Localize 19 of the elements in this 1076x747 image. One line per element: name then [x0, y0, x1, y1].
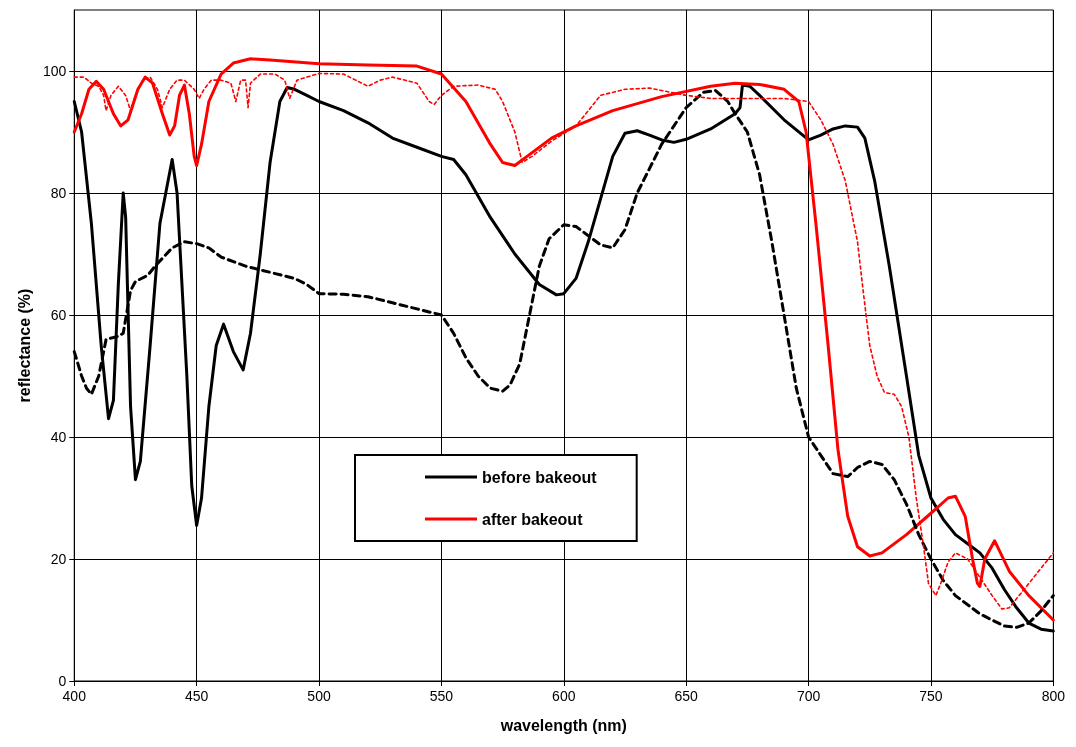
legend-label: before bakeout: [482, 468, 598, 486]
x-tick-label: 750: [919, 688, 943, 704]
y-tick-label: 100: [42, 63, 67, 79]
x-tick-label: 600: [552, 688, 576, 704]
y-tick-label: 80: [50, 185, 67, 201]
x-tick-label: 450: [184, 688, 209, 704]
x-tick-label: 400: [62, 688, 87, 704]
x-tick-label: 650: [674, 688, 699, 704]
x-tick-label: 700: [796, 688, 821, 704]
x-axis-title: wavelength (nm): [499, 716, 627, 734]
y-axis-title: reflectance (%): [15, 288, 33, 403]
y-tick-label: 0: [58, 673, 67, 689]
x-tick-label: 800: [1041, 688, 1066, 704]
x-tick-label: 500: [307, 688, 331, 704]
legend-label: after bakeout: [482, 510, 584, 528]
y-tick-label: 40: [50, 429, 67, 445]
y-tick-label: 20: [50, 551, 67, 567]
y-tick-label: 60: [50, 307, 67, 323]
x-tick-label: 550: [429, 688, 454, 704]
